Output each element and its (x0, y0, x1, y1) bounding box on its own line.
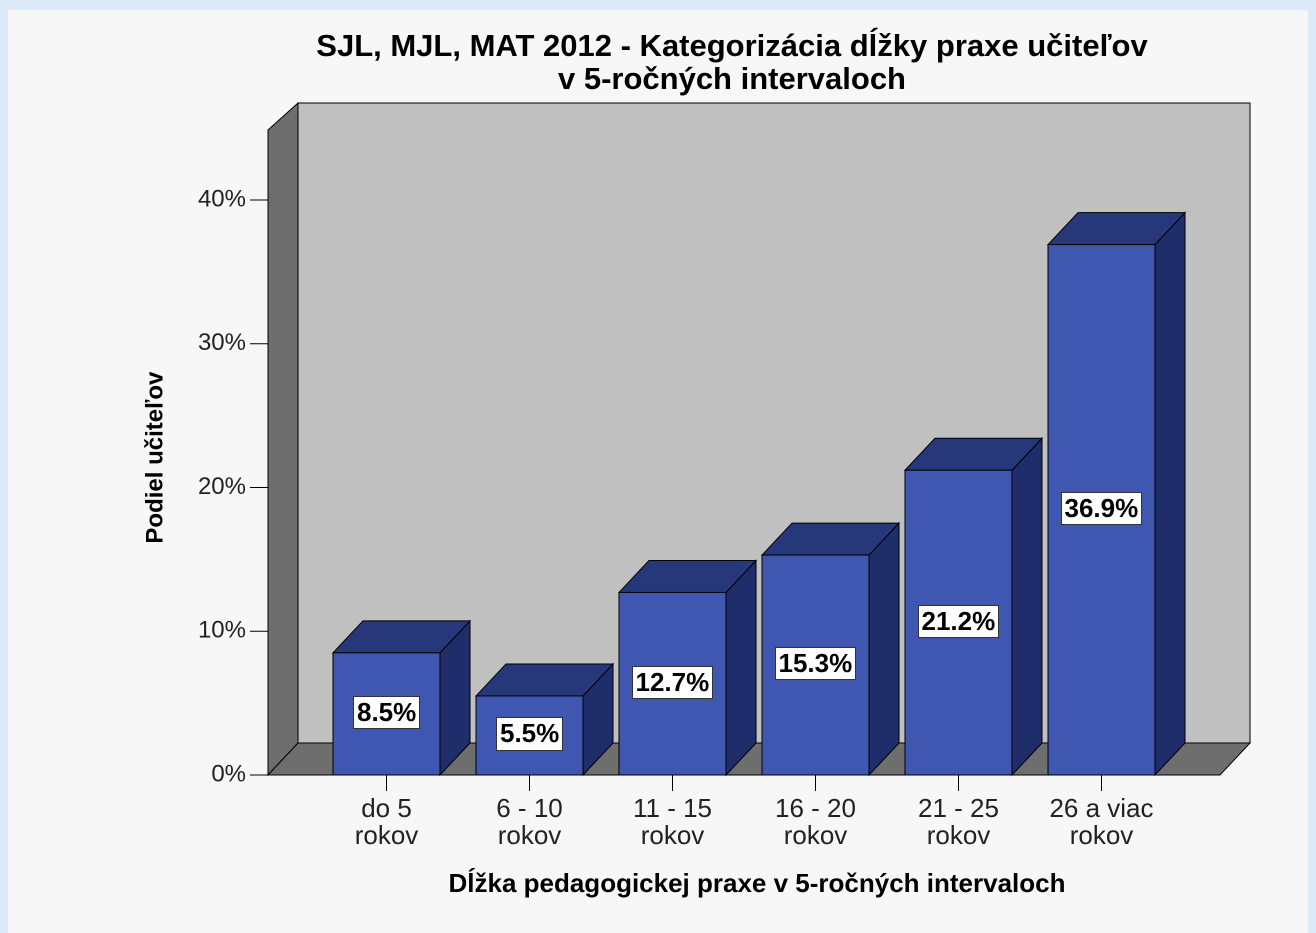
x-tick-label: 26 a viac rokov (1049, 793, 1154, 851)
value-label: 21.2% (917, 604, 1000, 638)
y-tick-label: 20% (198, 473, 246, 500)
left-wall (267, 101, 299, 777)
bar-side (868, 521, 900, 777)
y-tick-label: 0% (211, 760, 246, 787)
y-tick-label: 30% (198, 329, 246, 356)
x-axis-label: Dĺžka pedagogickej praxe v 5-ročných int… (448, 868, 1066, 898)
value-label: 12.7% (631, 665, 714, 700)
y-tick-label: 10% (198, 617, 246, 644)
x-tick-label: do 5 rokov (354, 793, 419, 851)
bar-side (1011, 436, 1043, 777)
x-tick-label: 6 - 10 rokov (496, 793, 563, 851)
bar-side (1154, 211, 1186, 777)
y-tick-label: 40% (198, 185, 246, 212)
chart-title: SJL, MJL, MAT 2012 - Kategorizácia dĺžky… (316, 28, 1148, 96)
x-tick-label: 21 - 25 rokov (918, 793, 999, 851)
bar-side (725, 559, 757, 777)
y-axis-label: Podiel učiteľov (141, 371, 169, 544)
x-tick-label: 16 - 20 rokov (775, 793, 856, 851)
value-label: 36.9% (1060, 491, 1143, 526)
x-tick-label: 11 - 15 rokov (632, 793, 712, 851)
value-label: 15.3% (774, 647, 857, 681)
value-label: 5.5% (496, 717, 564, 751)
value-label: 8.5% (353, 695, 421, 730)
